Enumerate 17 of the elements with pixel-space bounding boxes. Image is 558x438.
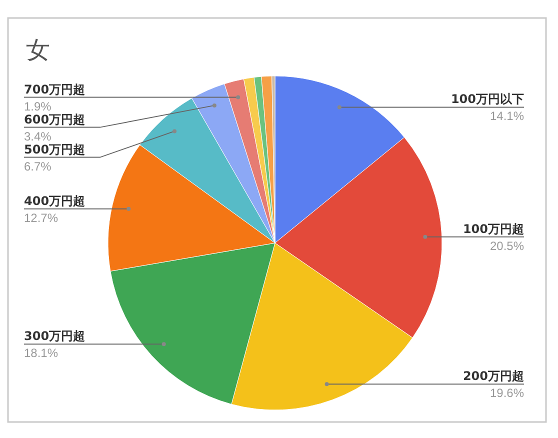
slice-label: 200万円超 xyxy=(462,369,524,384)
chart-title: 女 xyxy=(26,36,50,64)
data-label: 6.7% xyxy=(24,159,52,174)
slice-label: 300万円超 xyxy=(24,329,86,344)
slice-label: 500万円超 xyxy=(24,142,86,156)
slice-label: 400万円超 xyxy=(24,194,86,208)
data-label: 18.1% xyxy=(24,346,58,360)
slice-label: 600万円超 xyxy=(24,112,86,126)
slice-label: 100万円超 xyxy=(462,222,524,236)
data-label: 20.5% xyxy=(490,238,524,253)
data-label: 14.1% xyxy=(490,109,524,124)
slice-label: 700万円超 xyxy=(24,82,86,96)
data-label: 3.4% xyxy=(24,129,52,144)
slice-label: 100万円以下 xyxy=(450,92,524,106)
data-label: 19.6% xyxy=(490,386,524,400)
data-label: 1.9% xyxy=(24,99,52,114)
data-label: 12.7% xyxy=(24,210,58,225)
